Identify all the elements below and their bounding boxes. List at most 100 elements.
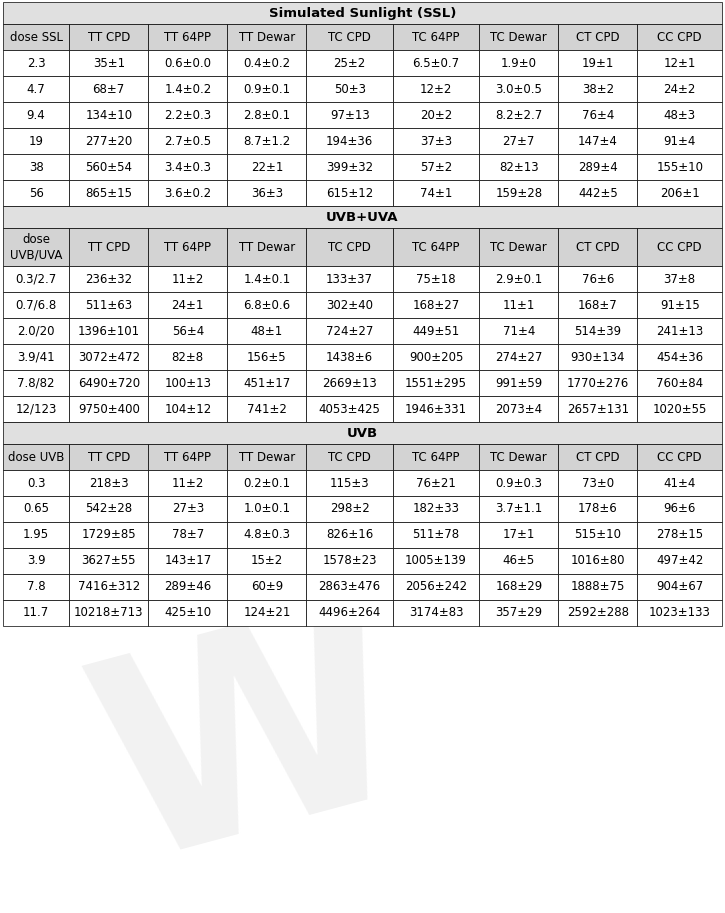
Bar xyxy=(393,496,479,522)
Bar xyxy=(637,574,722,600)
Bar xyxy=(479,522,558,548)
Text: 826±16: 826±16 xyxy=(326,529,373,541)
Bar xyxy=(3,444,69,470)
Bar xyxy=(558,318,637,344)
Bar xyxy=(393,50,479,76)
Text: 75±18: 75±18 xyxy=(416,272,456,286)
Text: 19: 19 xyxy=(28,134,44,148)
Bar xyxy=(393,102,479,128)
Text: 2.3: 2.3 xyxy=(27,57,46,69)
Text: 48±1: 48±1 xyxy=(251,324,283,338)
Bar xyxy=(558,228,637,266)
Bar xyxy=(637,102,722,128)
Bar xyxy=(558,522,637,548)
Bar xyxy=(479,24,558,50)
Text: 511±78: 511±78 xyxy=(413,529,460,541)
Bar xyxy=(69,50,149,76)
Bar xyxy=(637,24,722,50)
Bar xyxy=(3,180,69,206)
Text: TC Dewar: TC Dewar xyxy=(490,240,547,254)
Text: 1888±75: 1888±75 xyxy=(571,581,625,593)
Bar xyxy=(69,154,149,180)
Text: 3.6±0.2: 3.6±0.2 xyxy=(165,186,212,200)
Text: 1438±6: 1438±6 xyxy=(326,351,373,363)
Bar xyxy=(393,128,479,154)
Text: 442±5: 442±5 xyxy=(578,186,618,200)
Bar xyxy=(3,102,69,128)
Text: 19±1: 19±1 xyxy=(581,57,614,69)
Bar xyxy=(228,444,307,470)
Text: 497±42: 497±42 xyxy=(656,554,703,568)
Bar xyxy=(3,548,69,574)
Bar xyxy=(69,292,149,318)
Text: 6490±720: 6490±720 xyxy=(78,376,140,390)
Bar xyxy=(3,128,69,154)
Text: 46±5: 46±5 xyxy=(502,554,535,568)
Text: 425±10: 425±10 xyxy=(165,606,212,620)
Text: 97±13: 97±13 xyxy=(330,109,370,121)
Bar xyxy=(228,548,307,574)
Bar xyxy=(149,370,228,396)
Bar xyxy=(307,228,393,266)
Bar xyxy=(393,600,479,626)
Text: 73±0: 73±0 xyxy=(582,477,614,489)
Text: 168±27: 168±27 xyxy=(413,299,460,311)
Bar xyxy=(307,344,393,370)
Bar xyxy=(393,344,479,370)
Text: 50±3: 50±3 xyxy=(334,82,365,96)
Bar xyxy=(228,344,307,370)
Bar xyxy=(69,344,149,370)
Bar xyxy=(479,548,558,574)
Text: 2073±4: 2073±4 xyxy=(495,403,542,415)
Text: dose SSL: dose SSL xyxy=(9,30,62,44)
Text: 1.95: 1.95 xyxy=(23,529,49,541)
Text: 2592±288: 2592±288 xyxy=(567,606,629,620)
Bar xyxy=(3,422,722,444)
Bar xyxy=(479,128,558,154)
Text: 10218±713: 10218±713 xyxy=(74,606,144,620)
Bar xyxy=(637,128,722,154)
Bar xyxy=(228,396,307,422)
Bar xyxy=(3,396,69,422)
Bar xyxy=(149,600,228,626)
Text: 194±36: 194±36 xyxy=(326,134,373,148)
Text: 38: 38 xyxy=(29,161,44,173)
Bar xyxy=(3,50,69,76)
Bar xyxy=(479,396,558,422)
Bar xyxy=(307,128,393,154)
Bar xyxy=(69,266,149,292)
Text: 449±51: 449±51 xyxy=(413,324,460,338)
Bar xyxy=(558,344,637,370)
Bar xyxy=(149,128,228,154)
Text: 168±7: 168±7 xyxy=(578,299,618,311)
Text: Simulated Sunlight (SSL): Simulated Sunlight (SSL) xyxy=(269,6,456,19)
Bar xyxy=(479,318,558,344)
Text: 11±1: 11±1 xyxy=(502,299,535,311)
Text: 17±1: 17±1 xyxy=(502,529,535,541)
Bar xyxy=(228,292,307,318)
Bar xyxy=(393,444,479,470)
Bar xyxy=(558,50,637,76)
Text: 2.9±0.1: 2.9±0.1 xyxy=(495,272,542,286)
Bar xyxy=(228,370,307,396)
Bar xyxy=(558,266,637,292)
Text: 11±2: 11±2 xyxy=(172,477,204,489)
Bar xyxy=(479,292,558,318)
Text: 7.8/82: 7.8/82 xyxy=(17,376,55,390)
Text: 3.7±1.1: 3.7±1.1 xyxy=(495,502,542,516)
Bar xyxy=(3,522,69,548)
Bar xyxy=(307,292,393,318)
Text: 41±4: 41±4 xyxy=(663,477,696,489)
Bar xyxy=(149,102,228,128)
Text: 104±12: 104±12 xyxy=(164,403,212,415)
Bar xyxy=(558,396,637,422)
Text: 298±2: 298±2 xyxy=(330,502,370,516)
Bar xyxy=(149,574,228,600)
Text: 24±1: 24±1 xyxy=(172,299,204,311)
Text: CC CPD: CC CPD xyxy=(658,240,702,254)
Bar xyxy=(393,522,479,548)
Bar xyxy=(479,600,558,626)
Text: 2.7±0.5: 2.7±0.5 xyxy=(165,134,212,148)
Bar xyxy=(479,266,558,292)
Bar xyxy=(558,180,637,206)
